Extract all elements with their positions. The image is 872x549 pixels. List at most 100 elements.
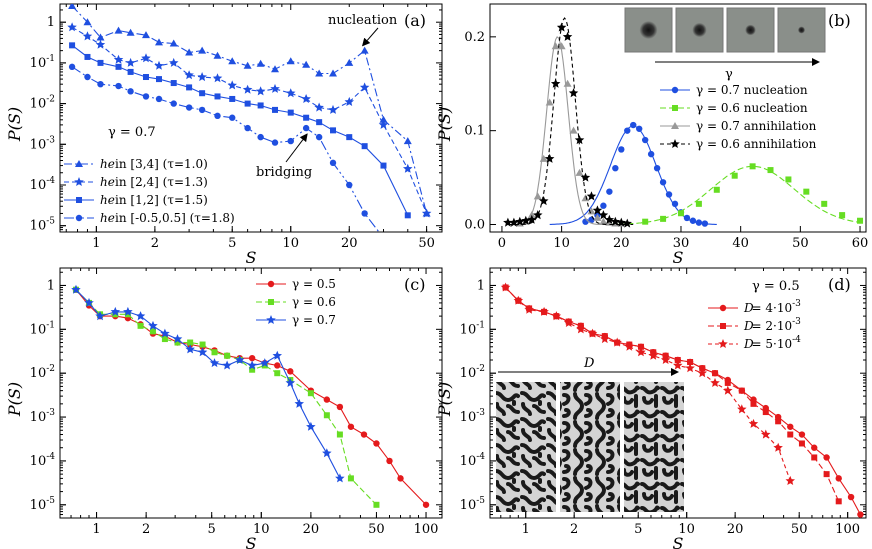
data-point [329,69,338,77]
data-point [564,317,574,327]
gamma-arrow-label: γ [725,67,733,82]
data-point [214,93,221,100]
data-point [773,442,783,452]
data-point [247,360,257,370]
data-point [671,200,679,208]
data-point [261,362,268,369]
legend-marker [268,299,274,305]
data-point [610,216,621,226]
legend-label-prefix: D [743,337,754,351]
data-point [785,176,792,183]
legend-label-prefix: he [100,193,115,207]
data-point [242,84,253,94]
data-point [373,501,380,508]
series-1 [72,286,430,508]
data-point [197,72,207,82]
y-tick-label: 10-3 [460,408,486,425]
panel-label: (a) [404,11,426,30]
data-point [174,339,181,346]
data-point [67,22,77,32]
data-point [527,211,536,219]
legend-entry: he in [1,2] (τ=1.5) [64,193,208,207]
data-point [373,440,380,447]
data-point [113,54,124,64]
data-point [648,350,658,360]
data-point [600,334,610,344]
data-point [271,65,280,73]
data-point [257,102,264,109]
data-point [212,73,223,83]
data-point [823,471,830,478]
plot-area [500,282,864,518]
data-point [723,385,733,395]
data-point [361,210,368,217]
legend-label-prefix: he [100,157,115,171]
data-point [421,208,432,218]
data-point [713,186,720,193]
x-tick-label: 50 [368,522,385,537]
data-point [95,39,106,49]
data-point [857,511,864,518]
data-point [185,48,194,56]
legend-label: γ = 0.7 nucleation [696,83,808,97]
data-point [302,60,311,68]
data-point [641,136,649,144]
data-point [256,59,265,67]
data-point [636,125,643,132]
data-point [576,324,586,334]
data-point [229,114,236,121]
data-point [556,22,567,32]
x-axis-label: S [246,534,257,549]
data-point [762,409,769,416]
data-point [524,304,534,314]
annotation-nucleation: nucleation [328,13,398,28]
x-tick-label: 60 [852,236,869,251]
data-point [303,114,310,121]
data-point [345,58,354,66]
pattern-image [496,382,556,512]
plot-area [503,17,864,228]
data-point [761,429,771,439]
data-point [228,57,237,65]
y-tick-label: 1 [477,278,485,293]
data-point [125,57,136,67]
data-point [539,154,548,162]
data-point [115,82,122,90]
data-point [360,46,369,54]
data-point [184,70,194,80]
data-point [198,46,207,54]
y-tick-label: 10-5 [30,496,56,513]
droplet [797,26,806,34]
legend-entry: D = 4·10-3 [708,299,801,315]
plot-frame [489,3,867,233]
data-point [285,377,296,387]
series-3 [500,282,795,485]
series-3 [507,36,626,227]
data-point [803,188,810,195]
data-point [539,306,549,316]
data-point [380,235,386,241]
series-line [71,66,380,232]
data-point [582,218,589,225]
data-point [294,398,304,408]
data-point [575,168,584,176]
data-point [616,217,627,227]
droplet-image [675,7,724,53]
data-point [612,164,619,172]
x-tick-label: 10 [253,522,270,537]
legend-label: in [3,4] (τ=1.0) [115,157,208,171]
data-point [586,191,597,201]
legend-marker [672,105,678,111]
y-axis-label: P(S) [5,107,24,142]
y-tick-label: 1 [47,278,55,293]
x-tick-label: 5 [634,522,642,537]
data-point [124,311,131,318]
data-point [347,423,355,430]
legend-marker [719,304,727,312]
y-tick-label: 10-1 [460,320,485,337]
data-point [673,360,683,370]
data-point [647,150,655,158]
data-point [787,423,794,430]
data-point [600,202,607,209]
data-point [270,83,280,93]
